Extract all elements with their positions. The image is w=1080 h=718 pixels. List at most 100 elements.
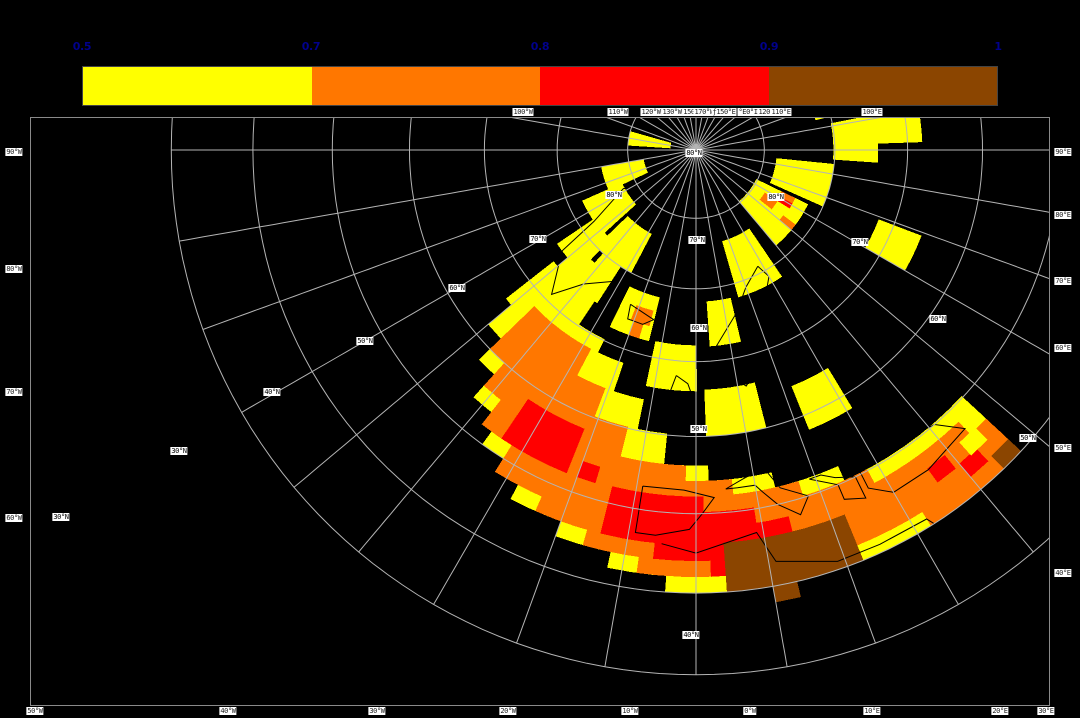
raster-cell [748, 520, 773, 542]
meridian--110 [606, 118, 697, 151]
raster-cell [655, 145, 671, 149]
graticule-label-60N: 60°N [929, 315, 947, 323]
raster-cell [590, 267, 608, 286]
map-frame: 80°N 80°N 80°N 70°N 70°N 70°N 60°N 60°N 60°N 50°N… [30, 117, 1050, 706]
raster-cell [760, 215, 776, 231]
raster-cell [798, 556, 827, 580]
raster-cell [681, 559, 705, 577]
raster-cell [633, 428, 653, 449]
raster-cell [727, 326, 741, 344]
raster-cell [847, 134, 864, 145]
raster-cell [536, 356, 558, 379]
raster-cell [595, 214, 612, 229]
raster-cell [744, 193, 759, 208]
raster-cell [959, 427, 988, 456]
raster-cell [569, 288, 588, 308]
bottom-longitude-label-1: 40°W [219, 707, 237, 715]
raster-cell [662, 343, 677, 361]
raster-cell [777, 529, 804, 553]
raster-cell [494, 457, 522, 483]
raster-cell [754, 271, 769, 289]
raster-cell [782, 183, 800, 195]
left-latitude-label-2: 70°W [5, 388, 23, 396]
raster-cell [804, 521, 832, 546]
graticule-layer [170, 118, 1049, 676]
colorbar-segment-3 [768, 67, 997, 105]
raster-cell [729, 385, 746, 404]
raster-cell [669, 511, 691, 530]
left-latitude-label-3: 60°W [5, 514, 23, 522]
right-latitude-label-1: 80°E [1054, 211, 1072, 219]
raster-cell [569, 226, 587, 243]
right-latitude-label-4: 50°E [1054, 444, 1072, 452]
raster-cell [603, 437, 625, 458]
graticule-label-60N: 60°N [690, 324, 708, 332]
raster-cell [757, 219, 772, 235]
raster-cell [583, 262, 601, 281]
raster-cell [725, 572, 752, 592]
raster-cell [768, 516, 793, 538]
raster-cell [588, 284, 606, 304]
raster-cell [615, 194, 631, 207]
raster-cell [940, 484, 970, 513]
raster-cell [773, 200, 790, 214]
raster-cell [629, 131, 645, 139]
raster-cell [665, 574, 691, 594]
graticule-label-60N: 60°N [448, 284, 466, 292]
raster-cell [622, 286, 638, 305]
raster-cell [683, 374, 697, 392]
top-longitude-label-4: 150 [682, 108, 696, 116]
raster-cell [718, 402, 735, 421]
raster-cell [625, 222, 640, 239]
raster-cell [802, 166, 820, 176]
raster-cell [747, 411, 767, 432]
raster-cell [860, 124, 878, 136]
meridian-20 [695, 149, 876, 644]
raster-cell [582, 194, 600, 207]
raster-cell [775, 158, 792, 166]
raster-cell [620, 219, 636, 235]
raster-cell [561, 336, 581, 358]
raster-cell [715, 510, 737, 529]
meridian-70 [695, 149, 1049, 280]
raster-cell [612, 248, 628, 266]
raster-cell [696, 511, 718, 530]
bottom-longitude-label-4: 10°W [621, 707, 639, 715]
raster-cell [641, 140, 658, 146]
raster-cell [959, 448, 989, 478]
meridian--70 [202, 149, 697, 330]
raster-cell [606, 244, 623, 262]
raster-cell [786, 174, 803, 185]
raster-cell [813, 181, 831, 193]
raster-cell [803, 161, 820, 170]
colorbar-tick-0.7: 0.7 [301, 40, 321, 53]
raster-cell [865, 238, 885, 256]
colorbar-segment-0 [83, 67, 312, 105]
coastline-segment [661, 518, 942, 562]
raster-cell [903, 118, 921, 121]
raster-cell [649, 462, 670, 482]
raster-cell [744, 228, 758, 245]
raster-cell [607, 550, 634, 572]
raster-cell [905, 129, 923, 143]
raster-cell [670, 373, 685, 391]
raster-cell [733, 414, 752, 434]
raster-cell [757, 199, 773, 214]
raster-cell [619, 175, 636, 185]
graticule-label-30N: 30°N [170, 447, 188, 455]
raster-cell [726, 493, 748, 513]
raster-cell [599, 218, 616, 234]
raster-cell [557, 234, 576, 252]
raster-cell [736, 248, 749, 266]
raster-cell [615, 233, 631, 250]
meridian-10 [695, 149, 788, 667]
raster-cell [684, 345, 697, 362]
raster-cell [540, 261, 560, 280]
raster-cell [654, 525, 678, 545]
raster-cell [833, 144, 850, 153]
raster-cell [531, 314, 552, 336]
parallel-20N [170, 118, 1049, 676]
coastline-segment [716, 265, 770, 387]
map-canvas [31, 118, 1049, 705]
raster-cell [582, 528, 609, 551]
